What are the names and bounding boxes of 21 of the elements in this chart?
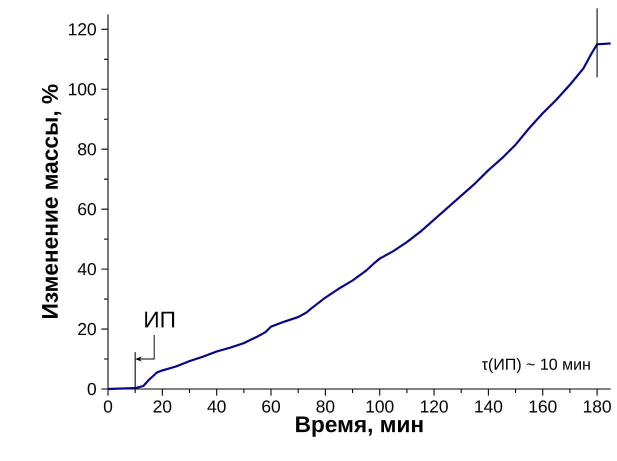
x-tick-label: 140 [475, 400, 502, 413]
y-tick-label: 60 [78, 203, 96, 216]
y-tick-label: 100 [69, 83, 96, 96]
annotation: τ(ИП) ~ 10 мин [482, 358, 590, 374]
x-tick-label: 100 [366, 400, 394, 413]
y-tick-label: 80 [78, 143, 96, 156]
y-tick-label: 40 [78, 262, 96, 276]
x-tick-label: 40 [207, 400, 226, 413]
x-tick-label: 60 [262, 400, 280, 413]
x-tick-label: 20 [154, 400, 172, 413]
x-tick-label: 80 [316, 400, 334, 413]
y-axis-title: Изменение массы, % [42, 84, 62, 318]
y-tick-label: 0 [88, 382, 96, 396]
y-tick-label: 120 [69, 23, 96, 36]
x-tick-label: 180 [584, 400, 611, 413]
x-tick-label: 120 [420, 400, 448, 413]
ref-line-label: ИП [145, 312, 174, 328]
y-tick-label: 20 [78, 322, 96, 336]
x-tick-label: 160 [530, 400, 557, 413]
x-axis-title: Время, мин [296, 416, 422, 437]
x-tick-label: 0 [104, 400, 112, 413]
